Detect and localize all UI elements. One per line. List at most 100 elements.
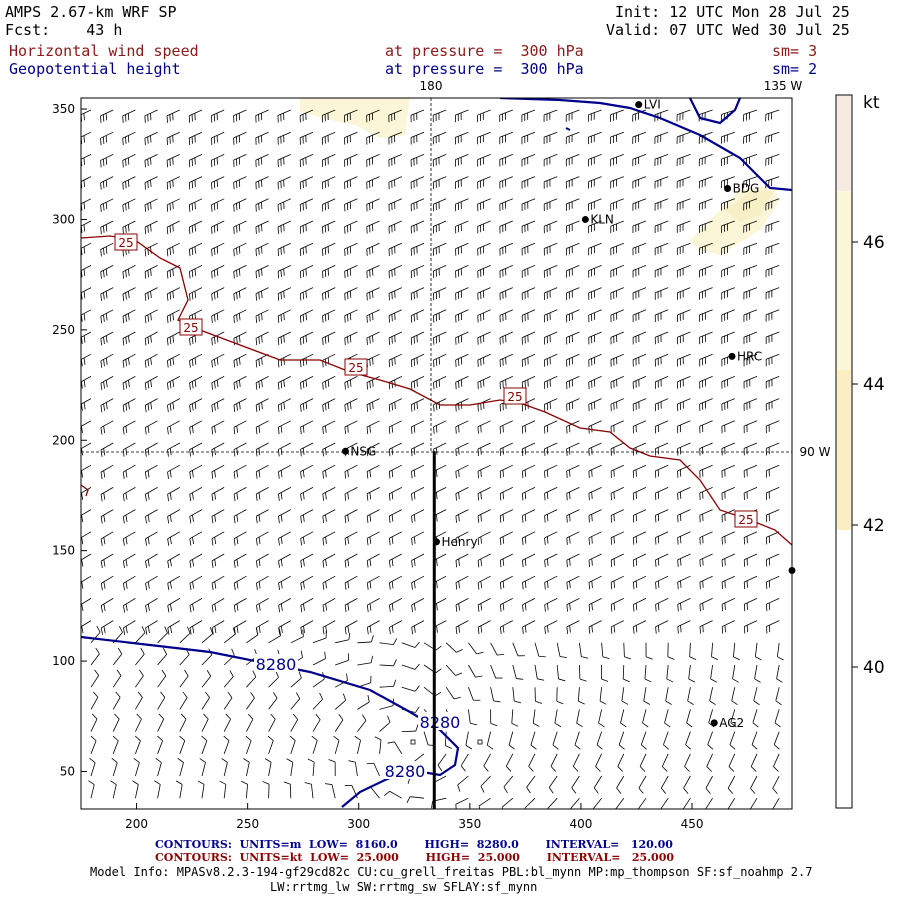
wind-barb	[743, 398, 758, 411]
wind-barb	[233, 598, 247, 613]
wind-barb	[478, 797, 491, 809]
wind-barb	[122, 154, 136, 168]
wind-barb	[145, 598, 158, 613]
wind-barb	[322, 442, 336, 457]
wind-barb	[610, 420, 624, 434]
wind-barb	[255, 509, 269, 524]
wind-barb	[477, 154, 491, 167]
wind-barb	[521, 265, 536, 278]
wind-barb	[477, 398, 491, 412]
station: KLN	[581, 212, 614, 226]
wind-barb	[188, 242, 203, 257]
wind-barb	[300, 420, 314, 435]
wind-barb	[290, 671, 302, 688]
wind-barb	[587, 109, 602, 122]
wind-barb	[623, 642, 632, 660]
wind-barb	[699, 331, 713, 345]
wind-barb	[322, 242, 336, 257]
wind-barb	[189, 287, 203, 301]
wind-barb	[366, 420, 380, 435]
wind-barb	[322, 287, 336, 301]
wind-barb	[241, 780, 248, 799]
wind-barb	[752, 709, 759, 728]
wind-barb	[177, 758, 184, 777]
wind-barb	[388, 242, 402, 256]
wind-barb	[610, 575, 624, 590]
wind-barb	[354, 735, 361, 754]
wind-barb	[486, 731, 494, 750]
wind-barb	[477, 620, 491, 635]
wind-barb	[81, 331, 92, 345]
wind-barb	[654, 398, 669, 412]
wind-barb	[389, 598, 402, 613]
wind-barb	[366, 487, 380, 501]
wind-barb	[721, 553, 735, 567]
wind-barb	[299, 265, 314, 279]
wind-barb	[256, 620, 269, 635]
wind-barb	[632, 598, 647, 612]
y-tick-label: 50	[60, 764, 75, 778]
wind-barb	[211, 220, 225, 234]
wind-barb	[654, 220, 669, 233]
wind-barbs	[81, 109, 784, 809]
y-tick-label: 250	[52, 323, 75, 337]
wind-barb	[211, 287, 225, 301]
wind-barb	[521, 154, 536, 167]
wind-barb	[122, 442, 136, 457]
wind-barb	[721, 464, 735, 478]
wind-barb	[765, 531, 780, 545]
wind-barb	[255, 154, 269, 168]
wind-barb	[144, 309, 158, 324]
wind-barb	[277, 287, 291, 301]
wind-barb	[521, 309, 536, 323]
wind-barb	[312, 692, 323, 710]
wind-barb	[335, 653, 349, 666]
c1-high-label: HIGH=	[424, 838, 470, 851]
wind-barb	[188, 109, 203, 123]
wind-barb	[366, 376, 380, 390]
wind-barb	[437, 753, 447, 772]
wind-barb	[592, 797, 602, 809]
wind-barb	[588, 487, 602, 501]
wind-barb	[684, 753, 691, 772]
wind-barb	[676, 220, 691, 233]
wind-barb	[499, 353, 513, 367]
wind-barb	[667, 642, 675, 660]
wind-barb	[122, 464, 136, 480]
field1-level-value: 300 hPa	[520, 42, 584, 60]
wind-barb	[543, 109, 558, 122]
wind-barb	[255, 287, 269, 301]
wind-barb	[166, 331, 180, 346]
c2-units: UNITS=kt	[239, 851, 303, 864]
wind-barb	[521, 442, 536, 456]
wind-barb	[388, 420, 402, 434]
wind-barb	[632, 353, 647, 367]
wind-barb	[733, 642, 740, 661]
wind-barb	[135, 691, 143, 710]
wind-barb	[166, 353, 180, 368]
wind-barb	[233, 376, 247, 390]
wind-barb	[765, 487, 780, 500]
wind-barb	[81, 220, 92, 233]
wind-barb	[773, 753, 780, 772]
wind-barb	[632, 398, 647, 412]
wind-barb	[81, 309, 92, 322]
wind-barb	[211, 531, 225, 546]
wind-barb	[721, 620, 735, 634]
wind-barb	[660, 775, 669, 794]
reference-lines: 180 135 W 90 W	[81, 79, 831, 809]
wind-barb	[100, 553, 114, 569]
wind-barb	[753, 687, 760, 706]
wind-barb	[144, 442, 158, 457]
label-90w: 90 W	[800, 445, 831, 459]
wind-barb	[278, 531, 291, 546]
wind-barb	[410, 331, 425, 345]
wind-barb	[566, 509, 580, 523]
model-info-line2: LW:rrtmg_lw SW:rrtmg_sw SFLAY:sf_mynn	[270, 880, 538, 894]
wind-barb	[677, 420, 691, 434]
wind-barb	[655, 531, 669, 545]
wind-barb	[379, 715, 391, 732]
wind-barb	[477, 420, 491, 434]
wind-barb	[357, 714, 367, 732]
wind-barb	[620, 709, 627, 728]
